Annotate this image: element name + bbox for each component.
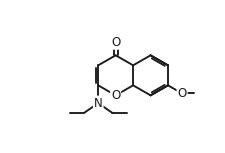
Text: O: O bbox=[178, 87, 187, 100]
Text: O: O bbox=[111, 36, 120, 49]
Text: O: O bbox=[111, 89, 120, 102]
Text: N: N bbox=[94, 97, 103, 110]
